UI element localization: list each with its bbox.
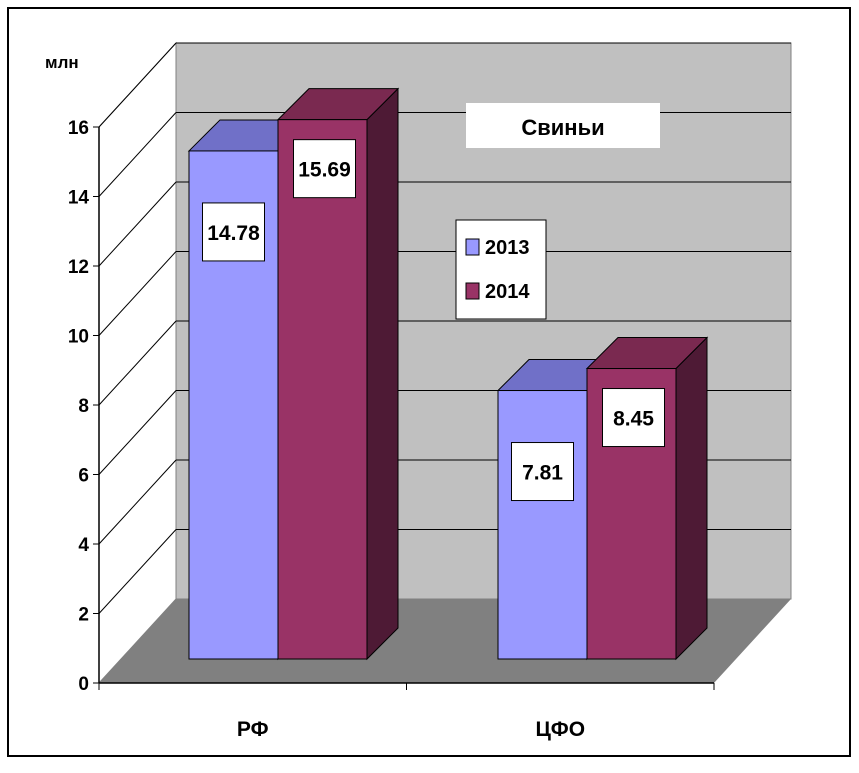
data-label-box [511, 442, 574, 502]
bar-2014-0 [277, 119, 368, 660]
legend-swatch [465, 282, 480, 300]
legend-swatch [465, 238, 480, 256]
y-tick-label: 6 [78, 466, 89, 487]
chart-frame: 14.78 15.69 7.81 8.45 0 2 4 6 8 10 12 14 16 РФ ЦФО м… [7, 7, 851, 757]
gridline-diagonal [98, 112, 177, 197]
gridline-diagonal [98, 42, 177, 128]
chart-title-box: Свиньи [466, 103, 660, 148]
data-label-box [602, 388, 665, 448]
chart-title: Свиньи [521, 115, 604, 140]
legend-entry: 2013 [485, 237, 530, 259]
data-label: 8.45 [613, 408, 654, 431]
bars: 14.78 15.69 7.81 8.45 [187, 87, 709, 661]
chart-svg: 14.78 15.69 7.81 8.45 0 2 4 6 8 10 12 14 16 РФ ЦФО м… [45, 41, 792, 741]
gridline-diagonal [98, 251, 177, 336]
data-label-box [202, 202, 265, 262]
y-tick-labels: 0 2 4 6 8 10 12 14 16 [68, 118, 99, 695]
gridline-diagonal [98, 181, 177, 267]
bar-side-2014-0 [366, 87, 399, 661]
legend-entry: 2014 [485, 281, 530, 303]
gridline-diagonal [98, 529, 177, 614]
y-axis-label: млн [45, 53, 79, 72]
gridline-diagonal [98, 459, 177, 545]
y-tick-label: 14 [68, 188, 90, 209]
data-label: 7.81 [522, 462, 563, 485]
y-tick-label: 8 [78, 396, 89, 417]
x-category-label: РФ [237, 718, 269, 741]
y-tick-label: 12 [68, 257, 89, 278]
gridline-diagonal [98, 390, 177, 475]
bar-2013-1 [497, 390, 588, 660]
y-tick-label: 0 [78, 674, 89, 695]
data-label: 14.78 [207, 222, 260, 245]
y-tick-label: 16 [68, 118, 89, 139]
data-label-box [293, 139, 356, 199]
data-label: 15.69 [298, 159, 351, 182]
x-category-label: ЦФО [535, 718, 585, 741]
y-tick-label: 4 [78, 535, 89, 556]
bar-side-2014-1 [675, 336, 708, 661]
y-tick-label: 10 [68, 327, 89, 348]
legend: 2013 2014 [455, 219, 547, 320]
x-category-labels: РФ ЦФО [237, 718, 585, 741]
gridline-diagonal [98, 320, 177, 406]
y-tick-label: 2 [78, 605, 89, 626]
